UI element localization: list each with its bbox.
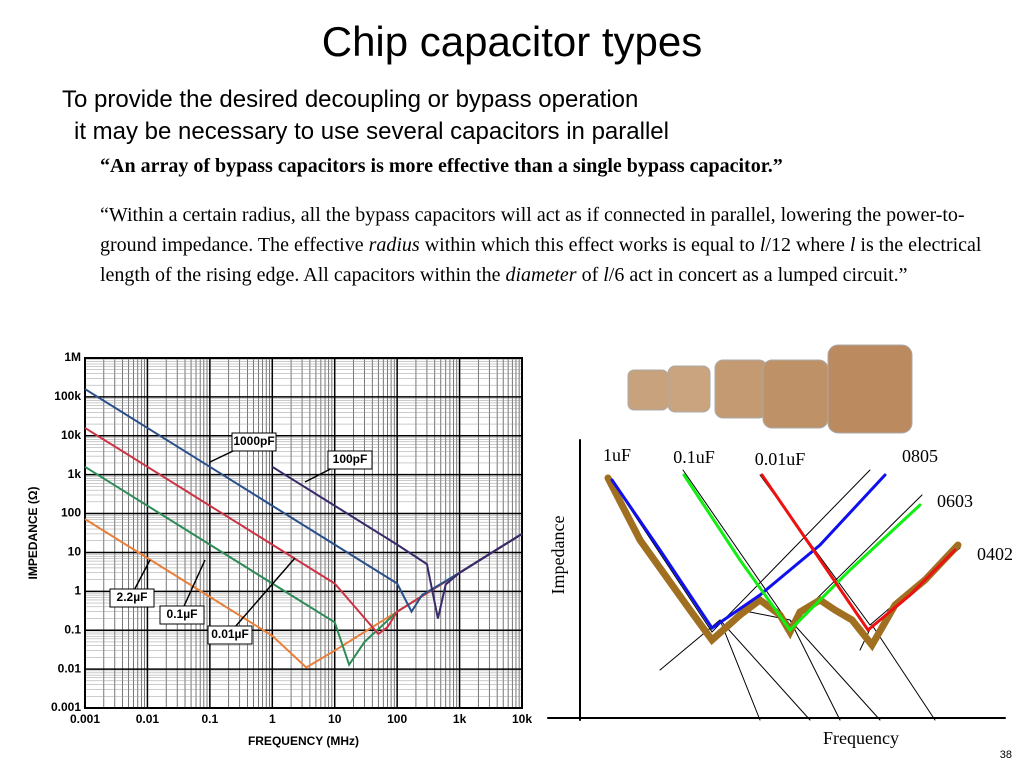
- size-label: 0603: [937, 491, 973, 511]
- y-tick-label: 0.01: [58, 661, 82, 675]
- size-label: 0805: [902, 446, 938, 466]
- text-line: To provide the desired decoupling or byp…: [62, 86, 639, 113]
- y-axis-label: IMPEDANCE (Ω): [26, 487, 40, 580]
- text: “Within a certain radius, all the bypass…: [100, 204, 965, 256]
- italic-text: l: [603, 264, 609, 286]
- y-tick-label: 0.001: [51, 700, 81, 714]
- paragraph: “Within a certain radius, all the bypass…: [100, 200, 985, 290]
- text: /12 where: [765, 234, 850, 256]
- axis-label: Frequency: [823, 728, 899, 748]
- text: is the electrical length of the rising e…: [100, 234, 982, 286]
- callout-box: [109, 588, 155, 608]
- x-tick-label: 1k: [453, 712, 467, 726]
- x-tick-label: 0.1: [202, 712, 219, 726]
- callout-box: [159, 605, 205, 625]
- italic-text: radius: [368, 234, 420, 256]
- callout-arrow: [227, 557, 296, 636]
- series-label: 1000pF: [233, 434, 274, 448]
- series-label: 2.2µF: [117, 590, 148, 604]
- x-tick-label: 10k: [512, 712, 532, 726]
- curve-label: 1uF: [603, 445, 631, 465]
- series-label: 0.01µF: [211, 627, 249, 641]
- text-line: it may be necessary to use several capac…: [74, 118, 669, 145]
- x-tick-label: 0.01: [136, 712, 160, 726]
- title: Chip capacitor types: [321, 18, 703, 65]
- y-tick-label: 100: [61, 506, 81, 520]
- y-tick-label: 1M: [64, 350, 81, 364]
- y-tick-label: 1k: [68, 467, 82, 481]
- size-label: 0402: [977, 544, 1013, 564]
- italic-text: l: [849, 234, 856, 256]
- x-tick-label: 100: [387, 712, 407, 726]
- series-line: [84, 388, 523, 614]
- x-tick-label: 1: [269, 712, 276, 726]
- x-tick-label: 0.001: [70, 712, 100, 726]
- y-tick-label: 100k: [54, 389, 81, 403]
- text: of: [576, 264, 604, 286]
- y-tick-label: 1: [74, 584, 81, 598]
- text: within which this effect works is equal …: [419, 234, 760, 256]
- series-line: [271, 465, 523, 619]
- curve-label: 0.01uF: [755, 449, 806, 469]
- italic-text: diameter: [505, 264, 577, 286]
- sketch: [547, 439, 1006, 721]
- series-label: 0.1µF: [167, 607, 198, 621]
- x-tick-label: 10: [328, 712, 342, 726]
- callout-box: [327, 450, 373, 470]
- y-tick-label: 10: [68, 545, 82, 559]
- series-label: 100pF: [333, 452, 368, 466]
- y-tick-label: 0.1: [64, 622, 81, 636]
- x-axis-label: FREQUENCY (MHz): [248, 734, 359, 748]
- axis-label: Impedance: [548, 516, 568, 595]
- y-tick-label: 10k: [61, 428, 81, 442]
- plot-area: [84, 357, 523, 709]
- callout-box: [207, 625, 253, 645]
- quote: “An array of bypass capacitors is more e…: [100, 155, 783, 177]
- callout-box: [231, 432, 277, 452]
- text: /6 act in concert as a lumped circuit.”: [608, 264, 908, 286]
- page-number: 38: [1000, 749, 1012, 761]
- capacitor-photo: [627, 344, 913, 434]
- italic-text: l: [759, 234, 766, 256]
- curve-label: 0.1uF: [673, 447, 715, 467]
